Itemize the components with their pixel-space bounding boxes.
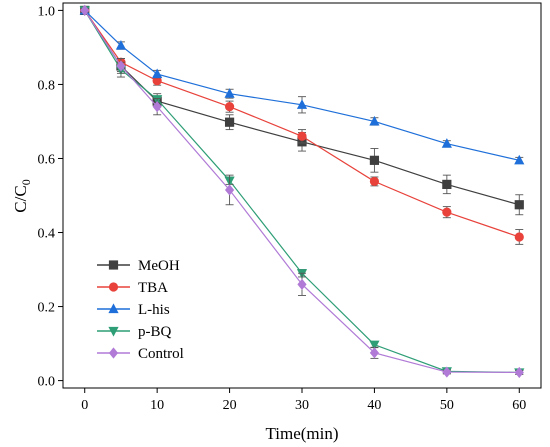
legend-marker-control bbox=[108, 347, 119, 359]
legend-marker-meoh bbox=[108, 260, 119, 270]
x-tick-label: 50 bbox=[440, 398, 454, 413]
legend-marker-tba bbox=[108, 282, 119, 292]
legend-item-tba: TBA bbox=[97, 280, 168, 296]
legend-label-tba: TBA bbox=[138, 280, 168, 296]
y-tick-label: 0.4 bbox=[38, 227, 56, 242]
data-point-l-his bbox=[224, 88, 235, 98]
data-point-control bbox=[297, 278, 307, 290]
series-line-l-his bbox=[84, 9, 520, 161]
y-axis-title-subscript: 0 bbox=[19, 179, 33, 185]
series-line-meoh bbox=[84, 10, 520, 206]
data-point-tba bbox=[369, 176, 380, 187]
data-point-tba bbox=[514, 232, 524, 242]
data-point-tba bbox=[152, 76, 162, 86]
series-tba bbox=[80, 5, 524, 245]
legend-label-p-bq: p-BQ bbox=[138, 324, 172, 340]
data-point-meoh bbox=[224, 117, 235, 127]
legend-item-meoh: MeOH bbox=[97, 258, 180, 274]
series-line-tba bbox=[84, 10, 520, 238]
y-tick-label: 0.6 bbox=[38, 152, 56, 167]
x-tick-label: 20 bbox=[223, 398, 237, 413]
x-tick-label: 40 bbox=[367, 398, 381, 413]
data-point-control bbox=[442, 366, 452, 378]
x-axis-title: Time(min) bbox=[265, 424, 338, 443]
y-tick-label: 0.2 bbox=[38, 301, 56, 316]
y-axis-title-main: C/C bbox=[11, 185, 30, 212]
x-tick-label: 60 bbox=[512, 398, 526, 413]
data-point-control bbox=[369, 347, 380, 359]
y-tick-label: 0.8 bbox=[38, 78, 56, 93]
y-tick-label: 1.0 bbox=[38, 4, 56, 19]
data-point-tba bbox=[297, 131, 307, 141]
x-tick-label: 10 bbox=[150, 398, 164, 413]
data-point-l-his bbox=[296, 99, 308, 109]
data-point-meoh bbox=[514, 200, 524, 210]
x-tick-label: 0 bbox=[81, 398, 88, 413]
data-point-l-his bbox=[441, 138, 452, 148]
legend-marker-l-his bbox=[108, 303, 119, 314]
data-point-control bbox=[152, 101, 162, 113]
legend-marker-p-bq bbox=[108, 326, 119, 337]
data-point-meoh bbox=[369, 155, 380, 165]
plot-frame bbox=[62, 2, 542, 389]
x-tick-label: 30 bbox=[295, 398, 309, 413]
legend-item-control: Control bbox=[97, 346, 184, 362]
series-line-p-bq bbox=[84, 10, 520, 374]
y-axis-title: C/C0 bbox=[11, 179, 33, 212]
data-point-control bbox=[116, 60, 126, 72]
legend-item-p-bq: p-BQ bbox=[97, 324, 172, 340]
data-point-control bbox=[80, 4, 90, 17]
data-point-tba bbox=[442, 207, 452, 217]
data-point-tba bbox=[224, 102, 235, 112]
legend-label-control: Control bbox=[138, 346, 184, 362]
data-point-p-bq bbox=[369, 340, 380, 351]
series-line-control bbox=[84, 10, 520, 374]
legend-label-meoh: MeOH bbox=[138, 258, 180, 274]
data-point-l-his bbox=[369, 115, 380, 126]
legend-label-l-his: L-his bbox=[138, 302, 170, 318]
data-point-l-his bbox=[152, 68, 163, 79]
data-point-l-his bbox=[115, 39, 127, 50]
series-control bbox=[80, 4, 524, 379]
data-point-l-his bbox=[514, 154, 525, 165]
data-point-control bbox=[224, 184, 235, 196]
legend-item-l-his: L-his bbox=[97, 302, 170, 318]
y-tick-label: 0.0 bbox=[38, 375, 56, 390]
data-point-control bbox=[514, 366, 524, 379]
series-p-bq bbox=[79, 6, 525, 379]
data-point-meoh bbox=[442, 179, 452, 189]
